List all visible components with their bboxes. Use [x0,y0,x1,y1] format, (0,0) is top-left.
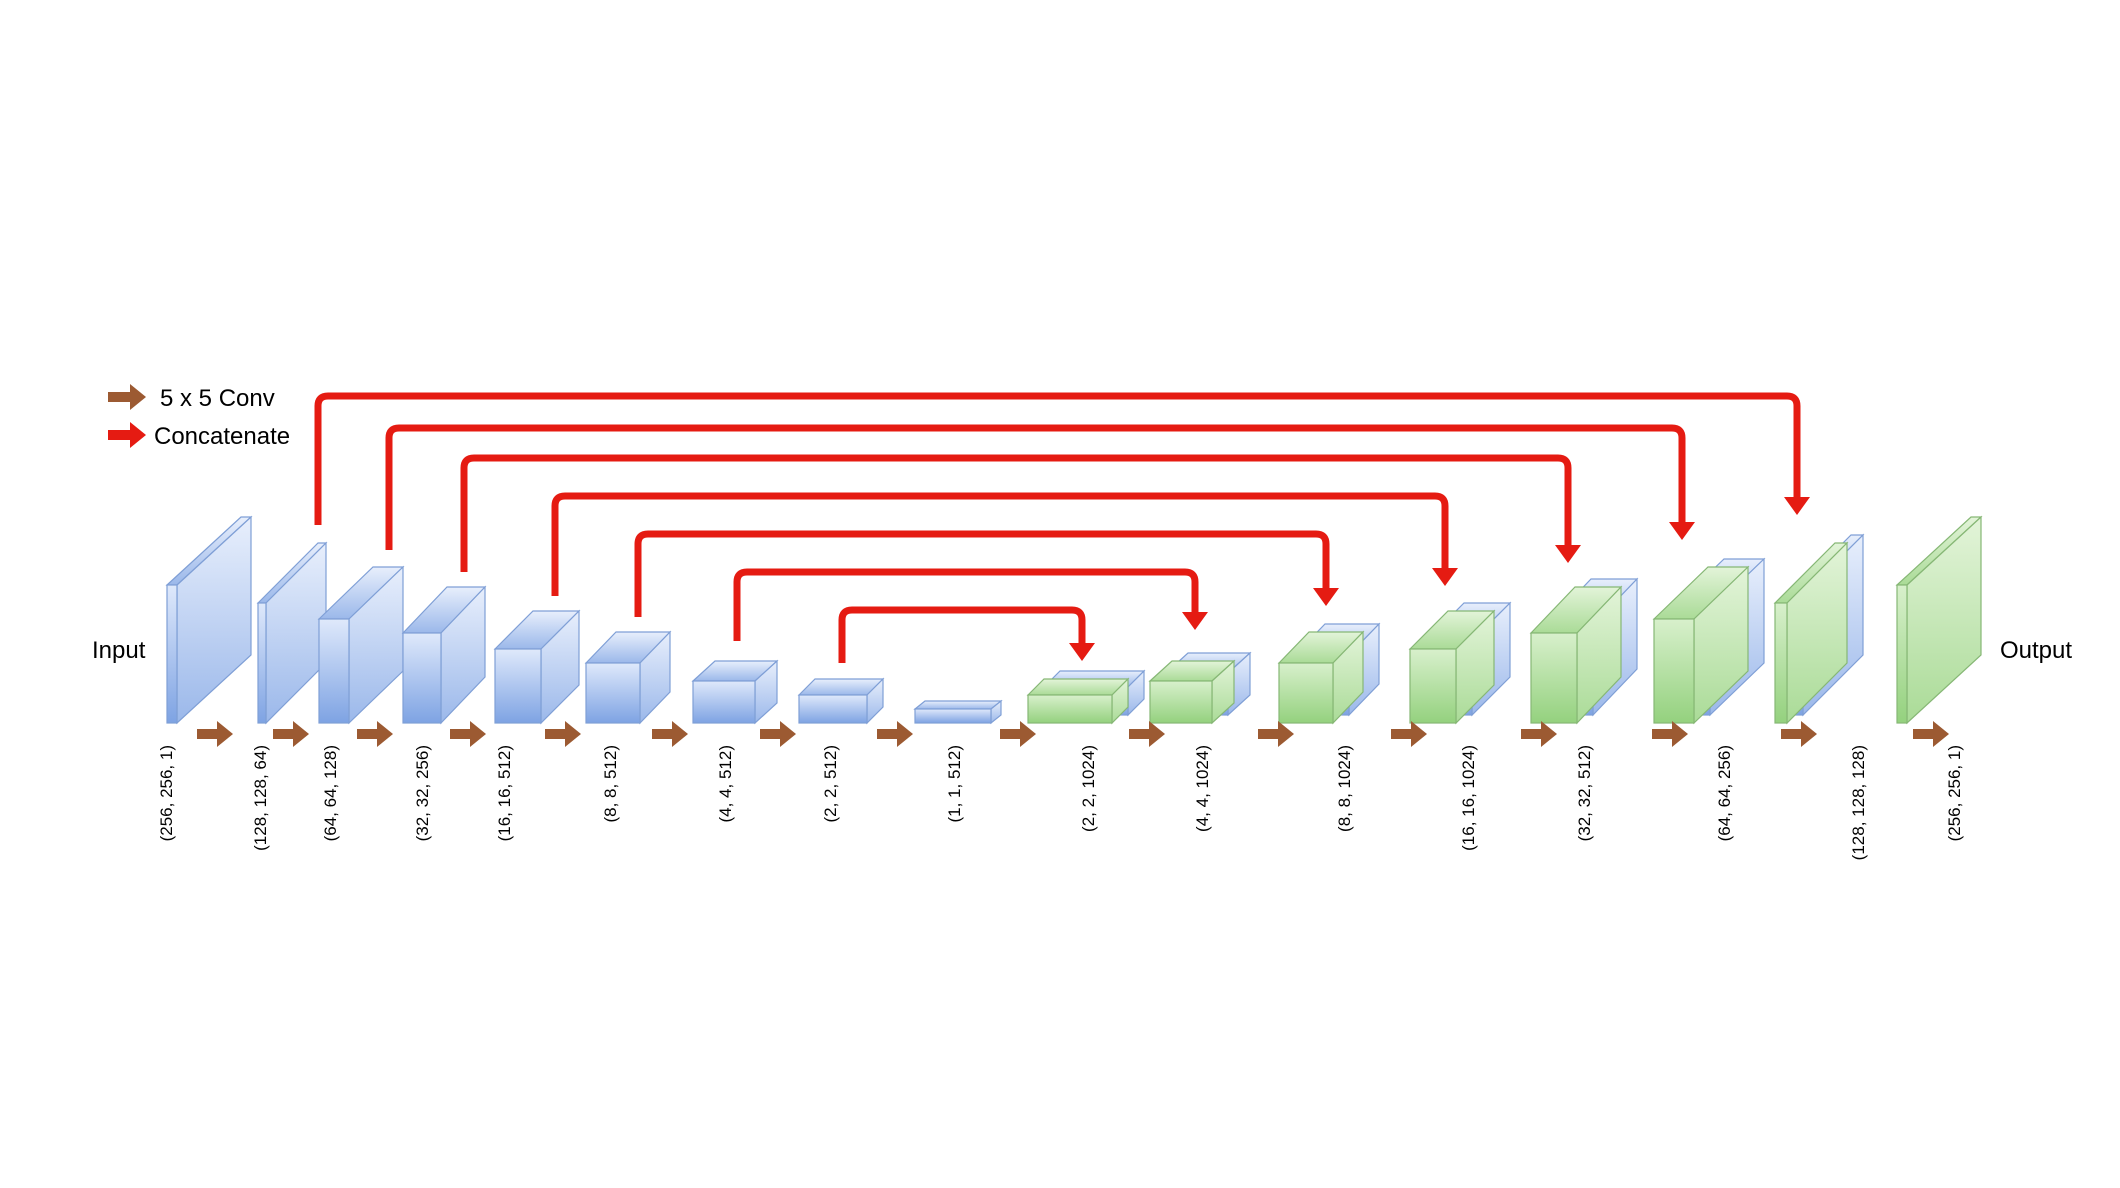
conv-arrow [1129,721,1165,747]
legend: 5 x 5 Conv Concatenate [108,384,290,450]
feature-block [401,585,487,725]
shape-label: (128, 128, 64) [251,745,270,851]
shape-label: (128, 128, 128) [1849,745,1868,860]
shape-label: (64, 64, 128) [321,745,340,841]
conv-arrow [1652,721,1688,747]
feature-block [584,630,672,725]
output-label: Output [2000,637,2072,664]
feature-block [165,515,253,725]
feature-block [691,659,779,725]
layer-block [1773,533,1865,725]
layer-block [401,585,487,725]
conv-arrow [877,721,913,747]
feature-block [1529,585,1623,725]
layer-block [165,515,253,725]
feature-block [1148,659,1236,725]
layer-block [1895,515,1983,725]
layer-block [1408,601,1512,725]
shape-label: (8, 8, 512) [601,745,620,823]
layer-block [797,677,885,725]
layer-block [493,609,581,725]
feature-block [797,677,885,725]
concatenate-connections [314,392,1810,663]
layer-block [1652,557,1766,725]
shape-label: (1, 1, 512) [945,745,964,823]
conv-arrow [450,721,486,747]
layer-block [317,565,405,725]
concatenate-arrow [733,568,1208,641]
concatenate-arrow [460,454,1581,572]
layer-block [584,630,672,725]
feature-block [1026,677,1130,725]
conv-arrow [197,721,233,747]
feature-block [317,565,405,725]
layer-blocks [165,515,1983,725]
feature-block [1895,515,1983,725]
conv-arrow [1913,721,1949,747]
shape-label: (2, 2, 1024) [1079,745,1098,832]
shape-label: (16, 16, 1024) [1459,745,1478,851]
conv-arrow [1391,721,1427,747]
legend-conv-label: 5 x 5 Conv [160,385,275,412]
legend-concat-label: Concatenate [154,423,290,450]
layer-block [1026,669,1146,725]
legend-concat-arrow [108,422,146,448]
conv-arrow [273,721,309,747]
conv-arrow [1781,721,1817,747]
shape-label: (64, 64, 256) [1715,745,1734,841]
layer-block [1529,577,1639,725]
conv-arrows [197,721,1949,747]
feature-block [1773,541,1849,725]
shape-label: (2, 2, 512) [821,745,840,823]
shape-label: (4, 4, 1024) [1193,745,1212,832]
feature-block [493,609,581,725]
concatenate-arrow [634,530,1339,617]
layer-block [1148,651,1252,725]
layer-block [256,541,328,725]
feature-block [1277,630,1365,725]
concatenate-arrow [838,606,1095,663]
shape-label: (8, 8, 1024) [1335,745,1354,832]
conv-arrow [652,721,688,747]
concatenate-arrow [314,392,1810,525]
shape-label: (32, 32, 512) [1575,745,1594,841]
concat-arrow-icon [108,422,146,448]
shape-label: (256, 256, 1) [157,745,176,841]
shape-label: (256, 256, 1) [1945,745,1964,841]
conv-arrow [1521,721,1557,747]
conv-arrow [545,721,581,747]
shape-label: (32, 32, 256) [413,745,432,841]
feature-block [913,699,1003,725]
conv-arrow [1258,721,1294,747]
input-label: Input [92,637,146,664]
shape-labels: (256, 256, 1) (128, 128, 64) (64, 64, 128)… [157,745,1964,860]
conv-arrow [760,721,796,747]
concatenate-arrow [385,424,1695,550]
legend-conv-arrow [108,384,146,410]
conv-arrow [1000,721,1036,747]
shape-label: (4, 4, 512) [716,745,735,823]
conv-arrow [357,721,393,747]
layer-block [913,699,1003,725]
concatenate-arrow [551,492,1458,596]
conv-arrow-icon [108,384,146,410]
feature-block [256,541,328,725]
shape-label: (16, 16, 512) [495,745,514,841]
layer-block [691,659,779,725]
feature-block [1652,565,1750,725]
layer-block [1277,622,1381,725]
feature-block [1408,609,1496,725]
